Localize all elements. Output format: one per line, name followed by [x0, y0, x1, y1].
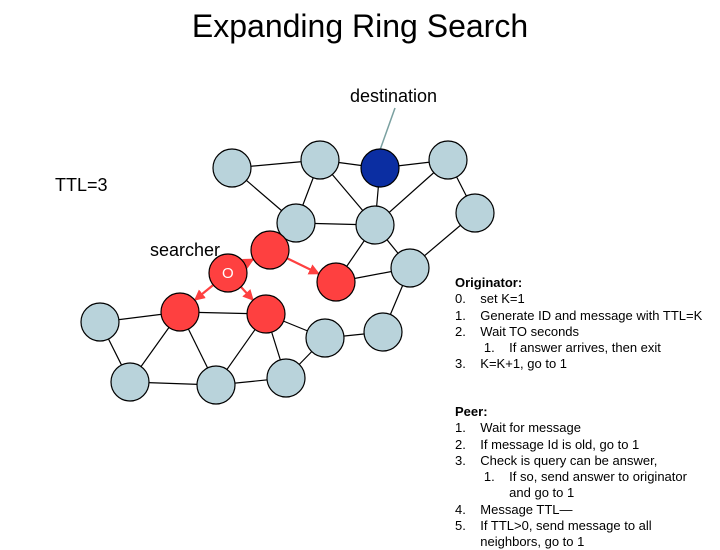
algo-line: 4. Message TTL— [455, 502, 687, 518]
algo-line: 1. Generate ID and message with TTL=K [455, 308, 702, 324]
algo-heading: Originator: [455, 275, 702, 291]
node [81, 303, 119, 341]
node [456, 194, 494, 232]
node-searcher [247, 295, 285, 333]
node-searcher [251, 231, 289, 269]
node [301, 141, 339, 179]
peer-algorithm: Peer:1. Wait for message2. If message Id… [455, 404, 687, 550]
originator-algorithm: Originator:0. set K=11. Generate ID and … [455, 275, 702, 373]
algo-line: 3. K=K+1, go to 1 [455, 356, 702, 372]
algo-line: 2. Wait TO seconds [455, 324, 702, 340]
node-destination [361, 149, 399, 187]
node [197, 366, 235, 404]
node-searcher [161, 293, 199, 331]
node [111, 363, 149, 401]
node [356, 206, 394, 244]
algo-line: 1. If so, send answer to originator [455, 469, 687, 485]
algo-line: neighbors, go to 1 [455, 534, 687, 550]
algo-line: 0. set K=1 [455, 291, 702, 307]
origin-marker: O [222, 265, 234, 282]
algo-heading: Peer: [455, 404, 687, 420]
algo-line: 3. Check is query can be answer, [455, 453, 687, 469]
algo-line: 5. If TTL>0, send message to all [455, 518, 687, 534]
algo-line: 1. Wait for message [455, 420, 687, 436]
node [391, 249, 429, 287]
node-searcher [317, 263, 355, 301]
node [429, 141, 467, 179]
node [267, 359, 305, 397]
algo-line: 1. If answer arrives, then exit [455, 340, 702, 356]
node [306, 319, 344, 357]
algo-line: and go to 1 [455, 485, 687, 501]
node [364, 313, 402, 351]
node [213, 149, 251, 187]
algo-line: 2. If message Id is old, go to 1 [455, 437, 687, 453]
